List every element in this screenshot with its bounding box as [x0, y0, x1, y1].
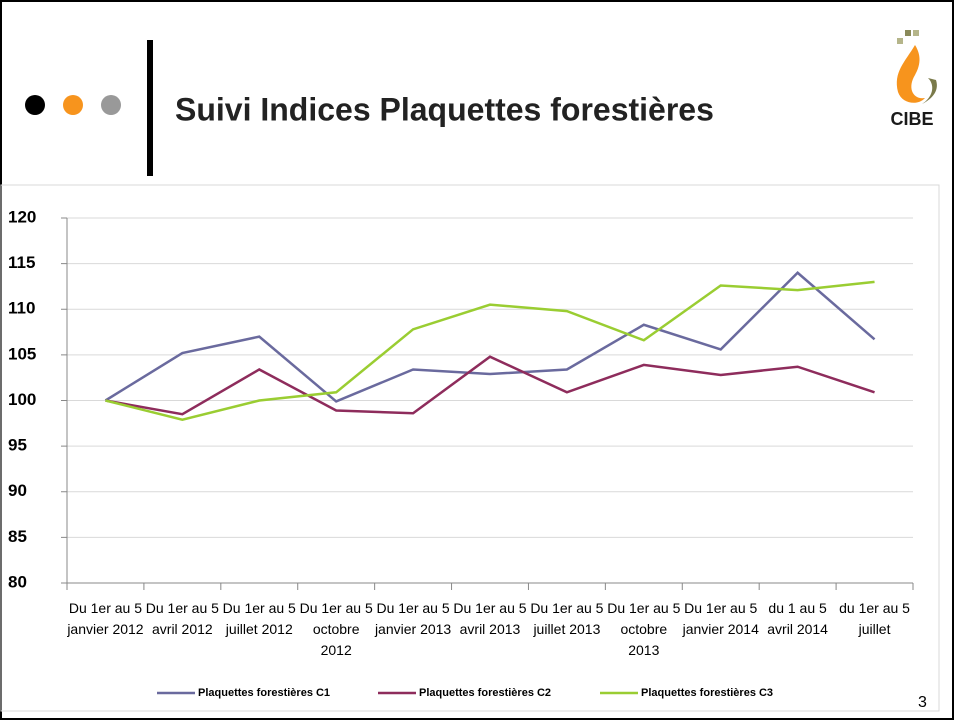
series-line [105, 355, 875, 416]
x-tick-label: Du 1er au 5 janvier 2012 [67, 600, 144, 637]
y-tick-label: 105 [8, 344, 36, 363]
slide-title: Suivi Indices Plaquettes forestières [175, 91, 714, 127]
dot [63, 95, 83, 115]
x-tick-label: Du 1er au 5 juillet 2013 [530, 600, 604, 637]
legend-label: Plaquettes forestières C3 [641, 687, 773, 699]
series-line [104, 271, 876, 403]
x-tick-label: du 1er au 5 juillet [839, 600, 910, 637]
y-tick-label: 110 [8, 299, 35, 318]
dot [25, 95, 45, 115]
dot [101, 95, 121, 115]
logo: CIBE [890, 30, 937, 129]
chart-frame [0, 184, 940, 712]
y-tick-label: 80 [8, 572, 27, 591]
series-line [105, 280, 875, 421]
y-tick-label: 100 [8, 390, 36, 409]
title-bar [147, 40, 153, 176]
x-tick-label: Du 1er au 5 avril 2013 [453, 600, 527, 637]
y-tick-label: 95 [8, 436, 27, 455]
x-tick-label: Du 1er au 5 avril 2012 [145, 600, 219, 637]
logo-text: CIBE [890, 109, 933, 129]
y-tick-label: 120 [8, 207, 36, 226]
y-tick-label: 90 [8, 481, 27, 500]
y-tick-label: 115 [8, 253, 35, 272]
legend-label: Plaquettes forestières C2 [419, 687, 551, 699]
legend-label: Plaquettes forestières C1 [198, 687, 330, 699]
x-tick-label: Du 1er au 5 juillet 2012 [222, 600, 296, 637]
x-tick-label: Du 1er au 5 octobre 2012 [299, 600, 373, 658]
x-tick-label: Du 1er au 5 octobre 2013 [607, 600, 681, 658]
page-number: 3 [918, 694, 927, 711]
x-tick-label: Du 1er au 5 janvier 2013 [374, 600, 452, 637]
x-tick-label: Du 1er au 5 janvier 2014 [682, 600, 759, 637]
x-tick-label: du 1 au 5 avril 2014 [767, 600, 828, 637]
y-tick-label: 85 [8, 527, 27, 546]
